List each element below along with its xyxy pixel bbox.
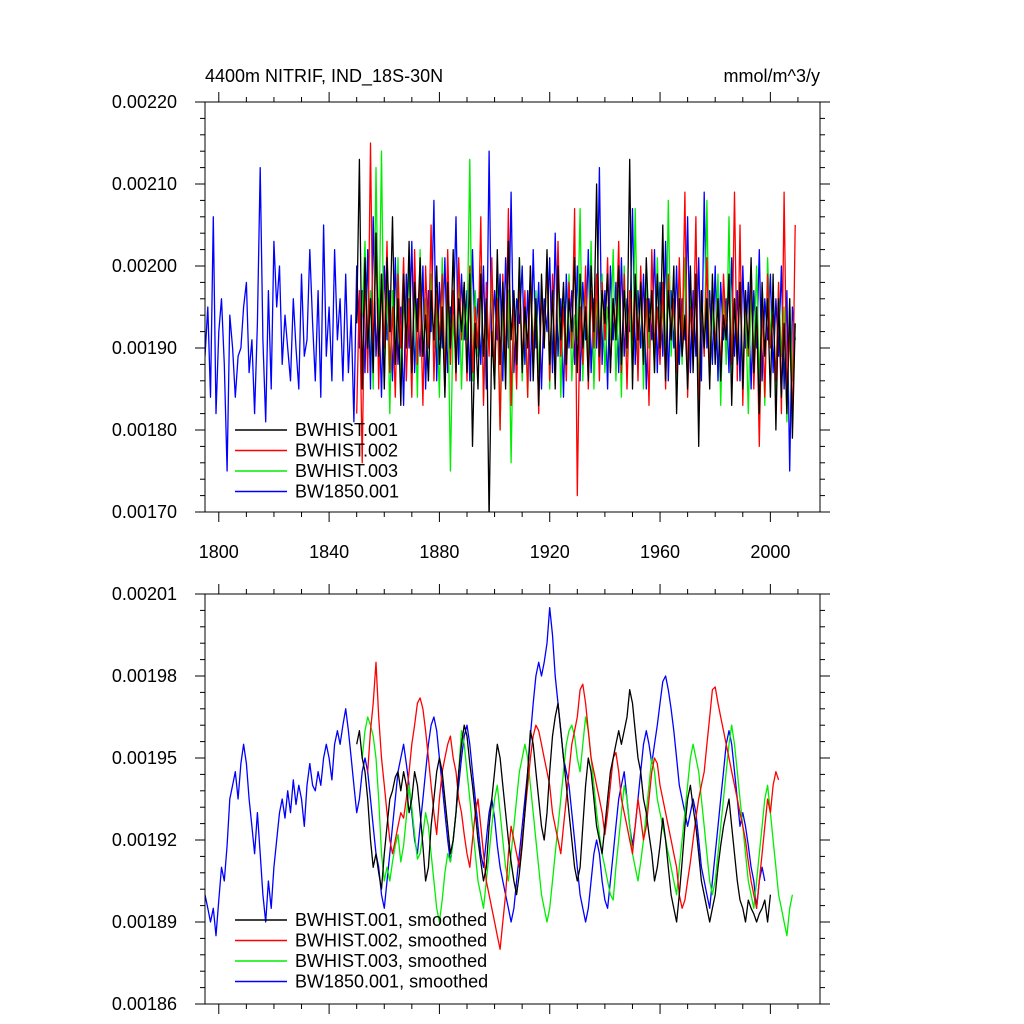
y-tick-label: 0.00195: [112, 748, 177, 768]
series-line-bwhist-002: [356, 142, 796, 497]
top-axes: 1800 1840 1880 1920 1960 2000 0.00170 0.00180 0.…: [112, 92, 830, 562]
top-title-left: 4400m NITRIF, IND_18S-30N: [205, 66, 443, 87]
y-tick-label: 0.00190: [112, 338, 177, 358]
x-tick-label: 1960: [640, 542, 680, 562]
series-line-bwhist-002-smoothed: [367, 661, 780, 950]
top-series-group: [205, 142, 796, 512]
legend-label: BWHIST.003, smoothed: [295, 951, 487, 971]
y-tick-label: 0.00200: [112, 256, 177, 276]
x-tick-label: 1920: [530, 542, 570, 562]
legend-label: BW1850.001, smoothed: [295, 972, 488, 992]
x-tick-label: 1840: [309, 542, 349, 562]
series-line-bwhist-001-smoothed: [356, 689, 772, 923]
y-tick-label: 0.00210: [112, 174, 177, 194]
legend-label: BWHIST.001: [295, 420, 398, 440]
y-tick-label: 0.00186: [112, 994, 177, 1014]
y-tick-label: 0.00198: [112, 666, 177, 686]
y-tick-label: 0.00170: [112, 502, 177, 522]
series-line-bw1850-001-smoothed: [205, 607, 766, 937]
series-line-bwhist-003-smoothed: [361, 716, 794, 937]
y-tick-label: 0.00192: [112, 830, 177, 850]
top-title-right: mmol/m^3/y: [724, 66, 820, 86]
legend-label: BWHIST.002, smoothed: [295, 931, 487, 951]
bottom-plot-frame: [204, 593, 821, 1005]
legend-label: BWHIST.002: [295, 441, 398, 461]
series-line-bwhist-001: [356, 158, 796, 512]
top-plot-frame: [204, 101, 821, 513]
legend-label: BW1850.001: [295, 482, 399, 502]
legend-label: BWHIST.003: [295, 461, 398, 481]
bottom-axes: 0.00186 0.00189 0.00192 0.00195 0.00198 0.002…: [112, 584, 830, 1014]
x-tick-label: 1880: [419, 542, 459, 562]
x-tick-label: 1800: [199, 542, 239, 562]
bottom-panel: 0.00186 0.00189 0.00192 0.00195 0.00198 0.002…: [112, 584, 830, 1014]
y-tick-label: 0.00220: [112, 92, 177, 112]
top-panel: 4400m NITRIF, IND_18S-30N mmol/m^3/y 180…: [112, 66, 830, 562]
y-tick-label: 0.00201: [112, 584, 177, 604]
legend-label: BWHIST.001, smoothed: [295, 910, 487, 930]
y-tick-label: 0.00189: [112, 912, 177, 932]
bottom-series-group: [205, 607, 794, 950]
x-tick-label: 2000: [750, 542, 790, 562]
y-tick-label: 0.00180: [112, 420, 177, 440]
